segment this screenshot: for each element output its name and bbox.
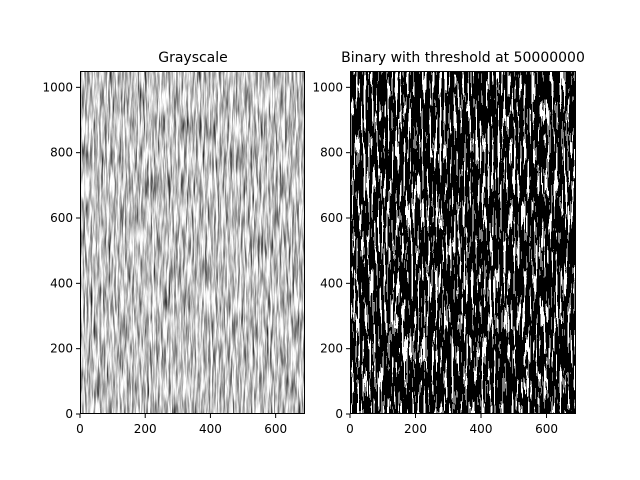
- binary-title: Binary with threshold at 50000000: [341, 50, 585, 66]
- binary-xtick-label: 200: [404, 422, 427, 436]
- binary-xtick-label: 400: [470, 422, 493, 436]
- grayscale-ytick-label: 800: [50, 146, 73, 160]
- grayscale-ytick-label: 0: [65, 407, 73, 421]
- binary-ticks: 0 200 400 600 0 200 400 600 800 1000: [312, 80, 558, 436]
- grayscale-xtick-label: 200: [134, 422, 157, 436]
- binary-ytick-label: 400: [320, 276, 343, 290]
- binary-ytick-label: 0: [335, 407, 343, 421]
- binary-image: [350, 71, 576, 414]
- grayscale-title: Grayscale: [158, 50, 228, 66]
- grayscale-ticks: 0 200 400 600 0 200 400 600 800 1000: [42, 80, 287, 436]
- binary-ytick-label: 800: [320, 146, 343, 160]
- binary-xtick-label: 600: [535, 422, 558, 436]
- grayscale-ytick-label: 200: [50, 342, 73, 356]
- binary-ytick-label: 600: [320, 211, 343, 225]
- binary-ytick-label: 200: [320, 342, 343, 356]
- grayscale-image: [80, 71, 305, 414]
- binary-panel: Binary with threshold at 50000000 0 200 40…: [312, 50, 584, 436]
- grayscale-ytick-label: 600: [50, 211, 73, 225]
- binary-axes-frame: [350, 71, 576, 414]
- binary-xtick-label: 0: [346, 422, 354, 436]
- grayscale-xtick-label: 400: [199, 422, 222, 436]
- grayscale-xtick-label: 0: [76, 422, 84, 436]
- grayscale-ytick-label: 400: [50, 276, 73, 290]
- grayscale-panel: Grayscale 0 200 400 600 0 200 400 600 800 1000: [42, 50, 305, 436]
- grayscale-axes-frame: [80, 71, 305, 414]
- grayscale-xtick-label: 600: [264, 422, 287, 436]
- grayscale-ytick-label: 1000: [42, 80, 73, 94]
- binary-ytick-label: 1000: [312, 80, 343, 94]
